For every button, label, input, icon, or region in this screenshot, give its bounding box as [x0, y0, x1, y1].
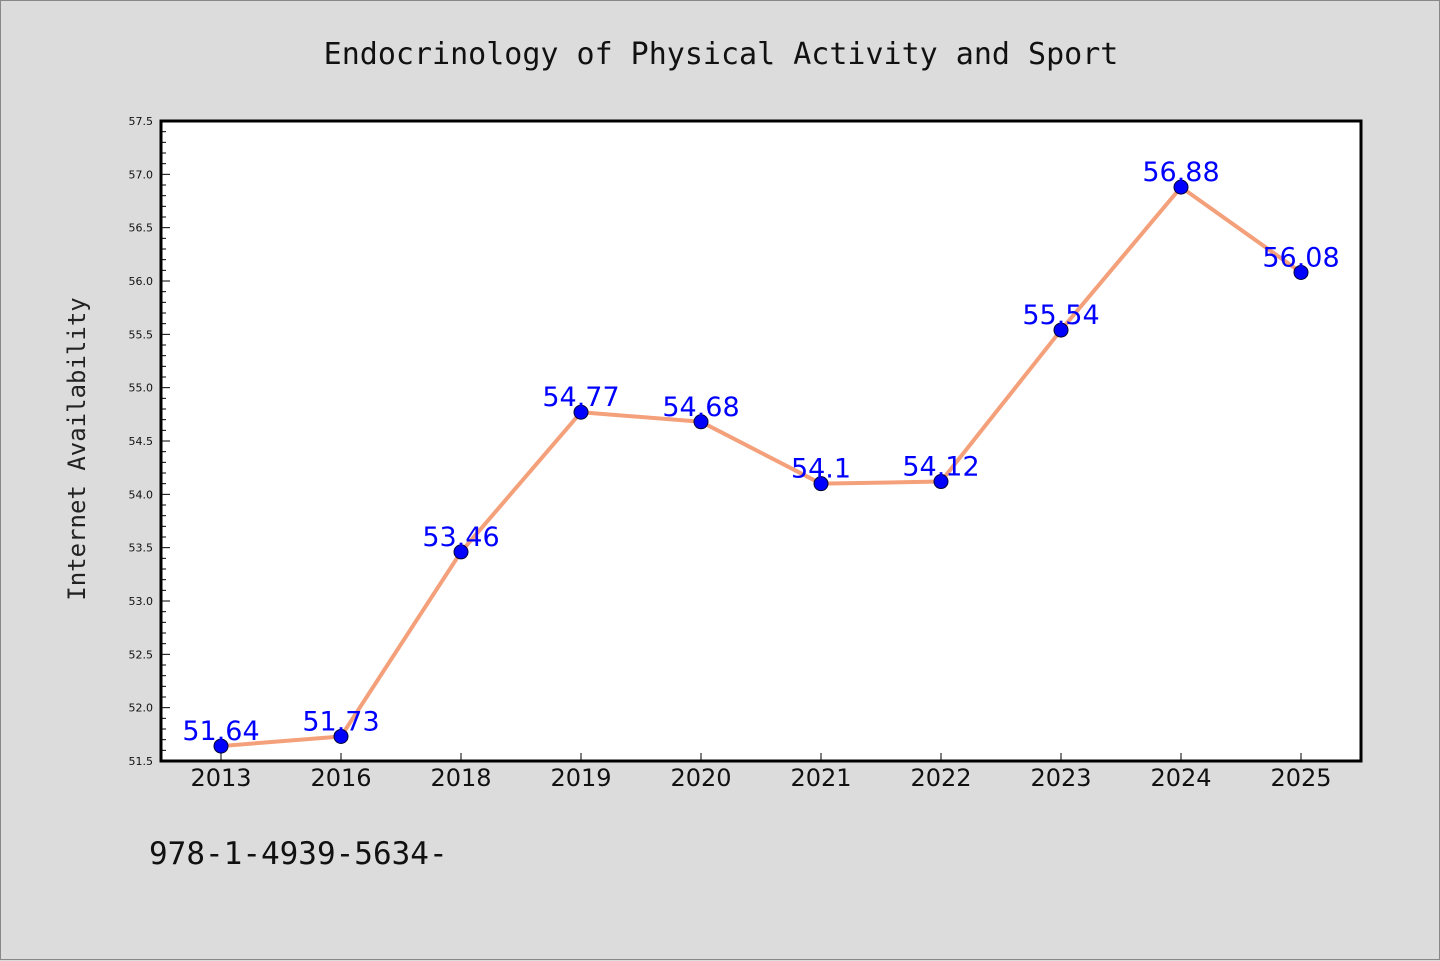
footer-text: 978-1-4939-5634- — [149, 836, 448, 872]
series-layer: 51.64 51.73 53.46 54.77 54.68 54.1 54.12 55.54 5… — [182, 157, 1340, 754]
x-tick-label: 2018 — [430, 764, 491, 792]
data-label: 54.12 — [902, 452, 979, 483]
data-point — [1173, 179, 1189, 195]
chart-title: Endocrinology of Physical Activity and S… — [324, 37, 1119, 72]
data-point — [933, 474, 949, 490]
x-tick-label: 2025 — [1270, 764, 1331, 792]
y-tick-label: 52.0 — [129, 702, 154, 715]
data-label: 56.08 — [1262, 242, 1339, 273]
x-tick-label: 2021 — [790, 764, 851, 792]
data-point — [573, 404, 589, 420]
y-tick-label: 52.5 — [129, 648, 154, 661]
data-label: 54.68 — [662, 392, 739, 423]
data-point — [693, 414, 709, 430]
y-tick-label: 54.5 — [129, 435, 154, 448]
data-label: 55.54 — [1022, 300, 1099, 331]
y-tick-label: 56.5 — [129, 222, 154, 235]
series-line — [220, 185, 1303, 749]
y-tick-label: 53.5 — [129, 542, 154, 555]
data-point — [1293, 264, 1309, 280]
y-tick-label: 57.5 — [129, 115, 154, 128]
data-label: 51.73 — [302, 706, 379, 737]
data-point — [213, 738, 229, 754]
plot-frame — [159, 119, 1363, 763]
x-tick-label: 2022 — [910, 764, 971, 792]
y-tick-label: 55.5 — [129, 328, 154, 341]
data-label: 56.88 — [1142, 157, 1219, 188]
plot-area — [161, 121, 1361, 761]
y-tick-label: 51.5 — [129, 755, 154, 768]
x-tick-label: 2024 — [1150, 764, 1211, 792]
y-axis: 51.5 52.0 52.5 53.0 53.5 54.0 54.5 55.0 55.5 56.0… — [129, 115, 170, 768]
data-label: 53.46 — [422, 522, 499, 553]
data-label: 54.77 — [542, 382, 619, 413]
data-point — [813, 476, 829, 492]
x-tick-label: 2013 — [190, 764, 251, 792]
y-tick-label: 53.0 — [129, 595, 154, 608]
x-tick-label: 2023 — [1030, 764, 1091, 792]
y-tick-label: 57.0 — [129, 168, 154, 181]
x-axis: 2013 2016 2018 2019 2020 2021 2022 2023 2024 2025 — [190, 753, 1332, 792]
data-label: 54.1 — [791, 454, 851, 485]
x-tick-label: 2016 — [310, 764, 371, 792]
x-tick-label: 2019 — [550, 764, 611, 792]
y-tick-label: 54.0 — [129, 488, 154, 501]
y-tick-label: 56.0 — [129, 275, 154, 288]
data-point — [1053, 322, 1069, 338]
data-point — [453, 544, 469, 560]
data-point — [333, 728, 349, 744]
y-tick-label: 55.0 — [129, 382, 154, 395]
x-tick-label: 2020 — [670, 764, 731, 792]
data-label: 51.64 — [182, 716, 259, 747]
y-axis-label: Internet Availability — [63, 297, 91, 600]
